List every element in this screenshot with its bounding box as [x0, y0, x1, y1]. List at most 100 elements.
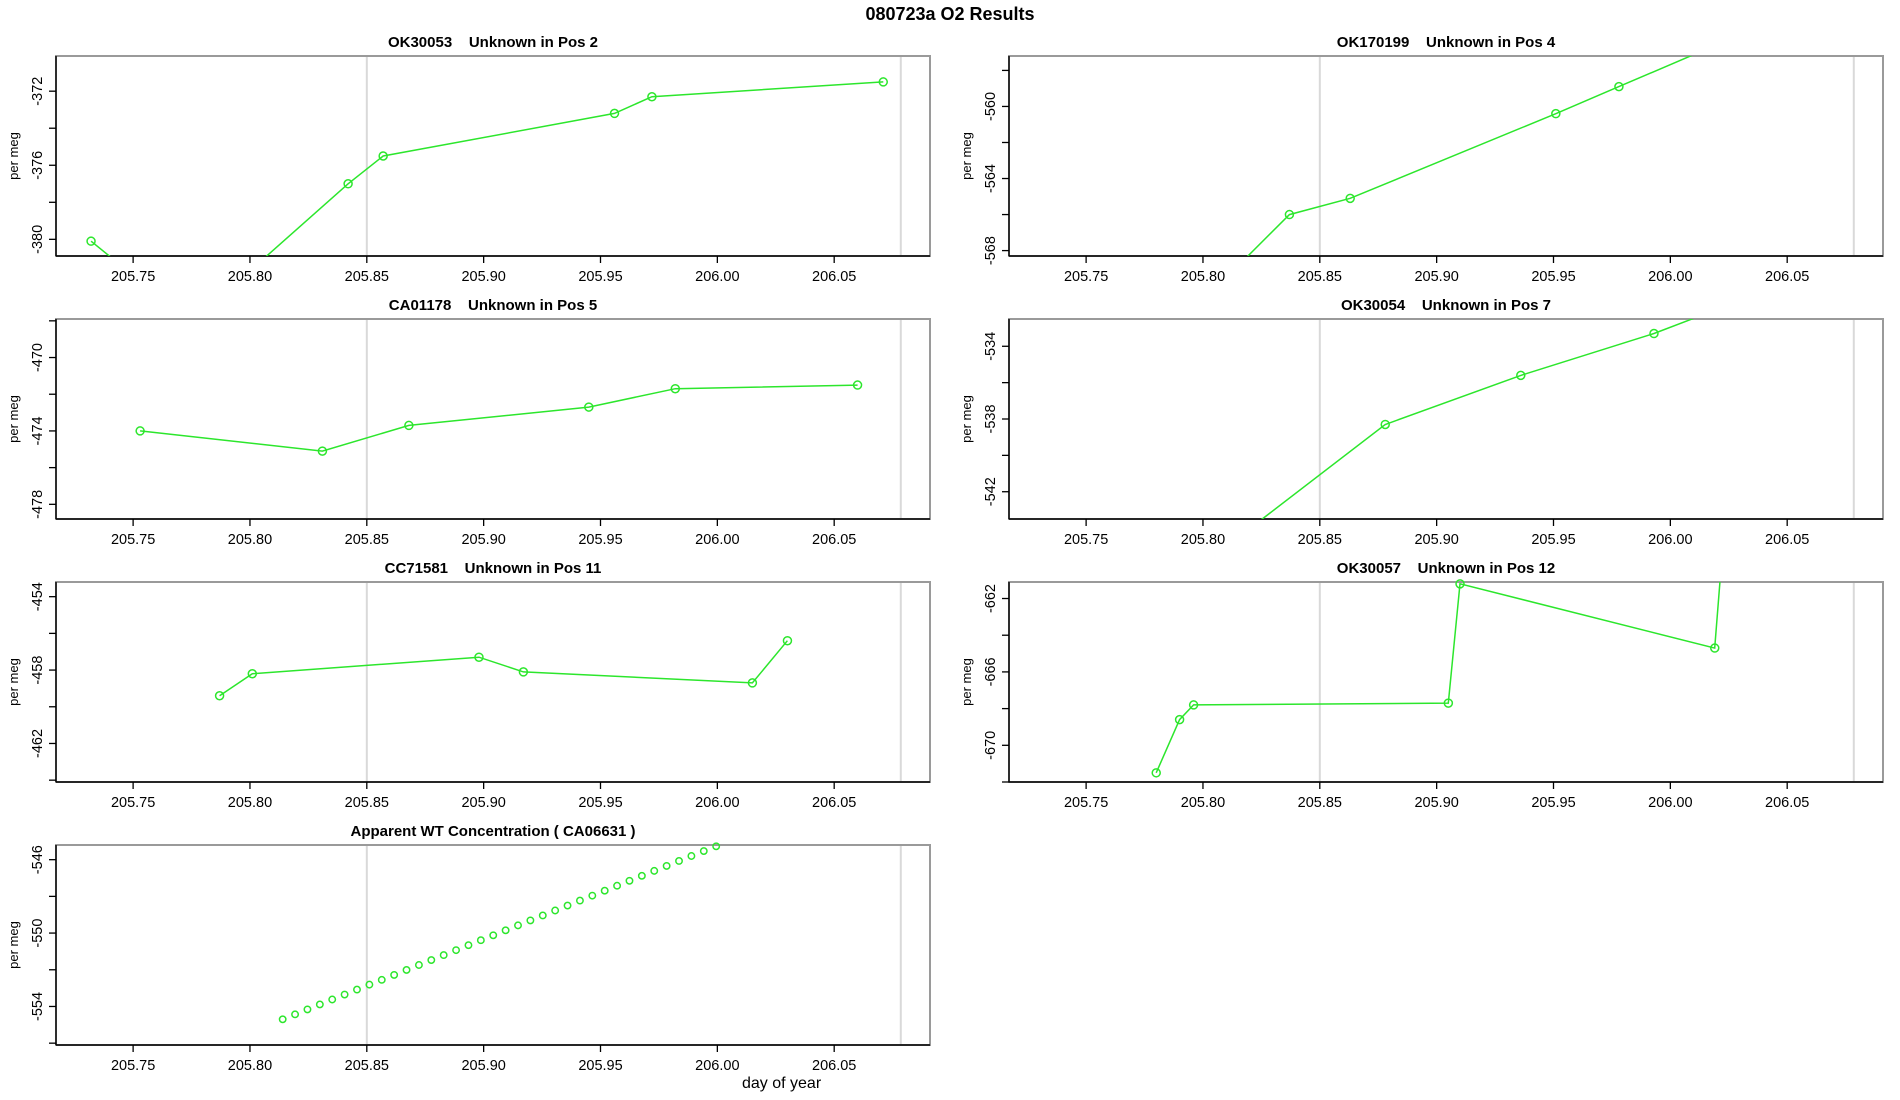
y-tick-label: -564: [983, 164, 999, 193]
x-tick-label: 205.90: [1414, 269, 1458, 285]
x-tick-label: 205.95: [578, 269, 622, 285]
y-tick-label: -454: [30, 582, 46, 611]
x-tick-label: 205.90: [461, 269, 505, 285]
data-point: [343, 179, 353, 189]
y-tick-label: -670: [983, 731, 999, 760]
data-point: [464, 941, 473, 950]
data-point: [526, 916, 535, 925]
x-tick-label: 205.90: [1414, 795, 1458, 811]
data-point: [390, 970, 399, 979]
data-point: [747, 678, 758, 688]
plot-frame: [55, 318, 931, 520]
data-point: [427, 956, 436, 964]
y-tick-label: -666: [983, 657, 999, 686]
x-tick-label: 205.80: [228, 795, 272, 811]
y-tick-label: -546: [30, 845, 46, 874]
plot-title-ok170199: OK170199 Unknown in Pos 4: [1336, 34, 1556, 51]
x-tick-label: 206.05: [1765, 532, 1809, 548]
plot-title-ca01178: CA01178 Unknown in Pos 5: [388, 297, 598, 314]
y-tick-label: -662: [983, 584, 999, 613]
x-tick-label: 206.00: [695, 795, 739, 811]
data-line: [219, 640, 788, 697]
data-point: [1151, 768, 1161, 778]
data-line: [140, 384, 858, 452]
data-point: [609, 108, 620, 119]
y-axis-title: per meg: [959, 658, 974, 706]
data-point: [1455, 579, 1465, 589]
y-axis-title: per meg: [6, 921, 21, 969]
plot-6: 205.75 205.80 205.85 205.90 205.95 206.00 206.…: [6, 842, 931, 1074]
y-axis-title: per meg: [6, 132, 21, 180]
x-tick-label: 205.80: [1181, 269, 1225, 285]
plot-0: 205.75 205.80 205.85 205.90 205.95 206.00 206.…: [6, 55, 931, 285]
data-point: [1551, 108, 1561, 119]
figure-main-title: 080723a O2 Results: [865, 4, 1035, 24]
data-point: [1380, 419, 1390, 430]
data-point: [414, 961, 423, 969]
data-line: [90, 81, 884, 256]
data-point: [584, 402, 594, 412]
data-point: [650, 866, 659, 875]
data-line: [1155, 582, 1721, 774]
y-axis-title: per meg: [6, 658, 21, 706]
data-point: [474, 652, 484, 662]
data-point: [1345, 193, 1355, 204]
data-point: [452, 946, 461, 955]
y-tick-label: -458: [30, 656, 46, 685]
data-point: [588, 891, 597, 900]
x-tick-label: 206.05: [812, 269, 856, 285]
data-point: [317, 446, 328, 456]
y-tick-label: -550: [30, 919, 46, 948]
data-point: [625, 876, 634, 885]
plot-frame: [55, 844, 931, 1046]
data-point: [1649, 328, 1659, 339]
data-point: [675, 857, 683, 865]
x-tick-label: 205.90: [461, 532, 505, 548]
x-tick-label: 205.80: [1181, 532, 1225, 548]
x-tick-label: 205.95: [1531, 269, 1575, 285]
plot-frame: [1008, 55, 1884, 257]
y-tick-label: -560: [983, 92, 999, 121]
data-point: [852, 380, 863, 390]
y-tick-label: -478: [30, 490, 46, 519]
data-point: [402, 966, 411, 974]
data-point: [662, 861, 671, 870]
data-point: [291, 1010, 300, 1019]
data-point: [1516, 370, 1526, 381]
data-point: [1709, 643, 1720, 653]
y-tick-label: -538: [983, 404, 999, 433]
y-tick-label: -534: [983, 332, 999, 361]
x-tick-label: 206.00: [1648, 532, 1692, 548]
data-point: [86, 236, 96, 246]
plot-4: 205.75 205.80 205.85 205.90 205.95 206.00 206.…: [6, 581, 931, 811]
x-tick-label: 205.90: [461, 795, 505, 811]
x-tick-label: 205.75: [1064, 532, 1108, 548]
data-point: [214, 691, 225, 701]
data-point: [377, 975, 386, 984]
x-tick-label: 205.75: [111, 269, 155, 285]
data-point: [489, 931, 498, 940]
x-tick-label: 206.05: [1765, 795, 1809, 811]
data-point: [501, 926, 510, 935]
data-point: [575, 896, 584, 905]
data-line: [1260, 319, 1695, 519]
data-point: [1443, 698, 1454, 708]
x-tick-label: 206.00: [695, 1058, 739, 1074]
data-point: [782, 635, 793, 646]
x-tick-label: 205.90: [461, 1058, 505, 1074]
plot-frame: [1008, 318, 1884, 520]
x-tick-label: 205.80: [228, 269, 272, 285]
x-tick-label: 206.00: [1648, 795, 1692, 811]
y-axis-title: per meg: [6, 395, 21, 443]
x-tick-label: 205.90: [1414, 532, 1458, 548]
data-point: [353, 985, 361, 994]
data-point: [699, 847, 708, 856]
x-axis-title: day of year: [742, 1075, 822, 1092]
data-point: [476, 936, 485, 945]
y-tick-label: -380: [30, 225, 46, 254]
x-tick-label: 205.75: [111, 532, 155, 548]
data-point: [514, 921, 522, 930]
plot-title-ok30054: OK30054 Unknown in Pos 7: [1340, 297, 1552, 314]
